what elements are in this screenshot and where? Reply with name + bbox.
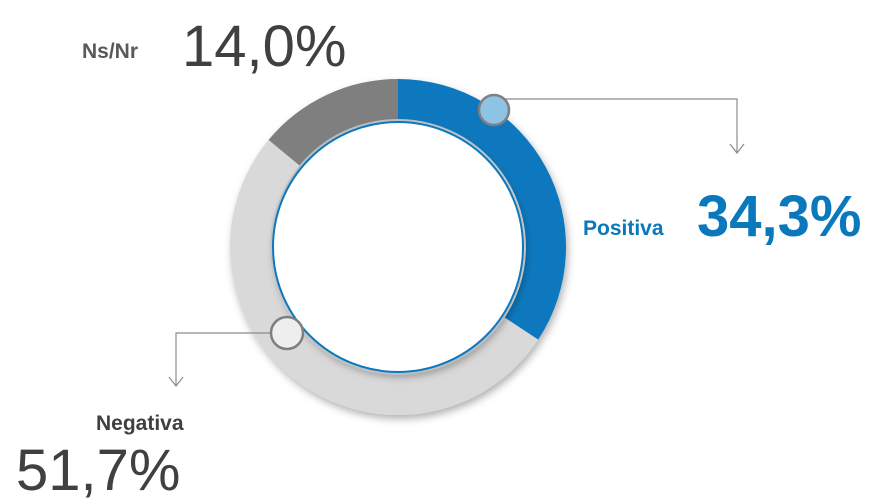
- category-label: Positiva: [583, 217, 664, 240]
- marker: [477, 93, 511, 127]
- donut-segment: [230, 139, 539, 415]
- donut-segment: [398, 79, 567, 340]
- connector: [175, 332, 278, 385]
- value-label: 51,7%: [16, 438, 180, 503]
- donut-segment: [268, 79, 398, 166]
- marker: [269, 315, 305, 351]
- connector: [500, 98, 738, 152]
- arrow: [168, 376, 184, 387]
- donut-hole: [272, 121, 524, 373]
- donut-ring: [230, 79, 567, 415]
- value-label: 14,0%: [182, 14, 346, 79]
- value-label: 34,3%: [697, 184, 861, 249]
- category-label: Ns/Nr: [82, 40, 138, 63]
- category-label: Negativa: [96, 412, 184, 435]
- arrow: [729, 143, 745, 154]
